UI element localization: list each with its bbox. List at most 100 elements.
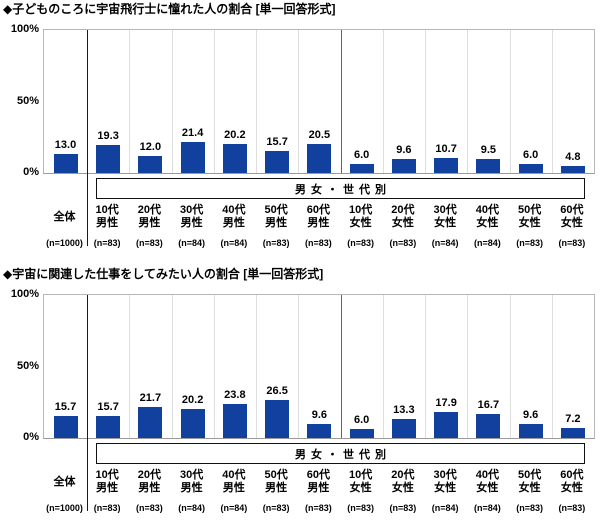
sample-size-label: (n=83) bbox=[558, 238, 586, 248]
category: 10代 女性 (n=83) bbox=[340, 203, 382, 248]
category-labels-row: 全体 (n=1000) 10代 男性 (n=83) 20代 男性 (n=83) 30代 男性 (n=… bbox=[43, 468, 593, 523]
chart-admired-astronaut-as-child: ◆子どものころに宇宙飛行士に憧れた人の割合 [単一回答形式] 100% 50% … bbox=[0, 2, 600, 260]
y-axis-label-100: 100% bbox=[10, 23, 39, 35]
category-label: 20代 男性 bbox=[137, 204, 161, 229]
category-label: 10代 女性 bbox=[349, 204, 373, 229]
bar-40代男性 bbox=[222, 404, 247, 438]
category-label: 40代 女性 bbox=[475, 469, 499, 494]
category-label: 60代 男性 bbox=[306, 469, 330, 494]
bar-value-label: 20.2 bbox=[224, 129, 246, 142]
sample-size-label: (n=83) bbox=[347, 503, 374, 513]
bar-value-label: 21.4 bbox=[181, 127, 204, 140]
sample-size-label: (n=83) bbox=[304, 238, 332, 248]
y-axis-label-0: 0% bbox=[23, 431, 39, 443]
category: 20代 女性 (n=83) bbox=[382, 203, 424, 248]
sample-size-label: (n=83) bbox=[347, 238, 374, 248]
chart-title: ◆宇宙に関連した仕事をしてみたい人の割合 [単一回答形式] bbox=[3, 267, 324, 281]
bar-value-label: 23.8 bbox=[224, 389, 246, 401]
column-gridline bbox=[129, 295, 131, 438]
bar-60代男性 bbox=[307, 424, 332, 438]
bar-value-label: 15.7 bbox=[266, 135, 288, 148]
sample-size-label: (n=83) bbox=[93, 503, 121, 513]
bar-10代女性 bbox=[349, 164, 374, 173]
chart-want-space-related-job: ◆宇宙に関連した仕事をしてみたい人の割合 [単一回答形式] 100% 50% 0… bbox=[0, 267, 600, 525]
column-gridline bbox=[298, 295, 300, 438]
bar-30代男性 bbox=[180, 409, 205, 438]
bar-value-label: 7.2 bbox=[565, 412, 581, 425]
category: 40代 女性 (n=84) bbox=[466, 203, 508, 248]
sample-size-label: (n=83) bbox=[389, 503, 417, 513]
category-label: 全体 bbox=[53, 475, 76, 488]
group-box: 男女・世代別 bbox=[96, 443, 585, 464]
plot-area: 15.7 15.7 21.7 20.2 23.8 26.5 9.6 6.0 13.3 17.9 16… bbox=[43, 294, 595, 511]
y-axis-label-50: 50% bbox=[16, 360, 39, 372]
overall-separator-line bbox=[87, 295, 88, 511]
bar-value-label: 9.6 bbox=[396, 144, 412, 157]
category-label: 20代 女性 bbox=[391, 204, 415, 229]
category: 30代 男性 (n=84) bbox=[171, 203, 213, 248]
group-box: 男女・世代別 bbox=[96, 178, 585, 199]
y-axis-label-0: 0% bbox=[23, 166, 39, 178]
sample-size-label: (n=83) bbox=[262, 238, 290, 248]
category-label: 10代 女性 bbox=[349, 469, 373, 494]
category: 60代 女性 (n=83) bbox=[551, 203, 593, 248]
bar-value-label: 17.9 bbox=[435, 397, 457, 410]
sample-size-label: (n=84) bbox=[431, 238, 459, 248]
category: 60代 男性 (n=83) bbox=[297, 468, 339, 513]
column-gridline bbox=[551, 30, 553, 173]
sample-size-label: (n=83) bbox=[516, 503, 543, 513]
category: 50代 女性 (n=83) bbox=[509, 468, 551, 513]
category: 40代 男性 (n=84) bbox=[213, 468, 255, 513]
category-label: 20代 男性 bbox=[137, 469, 161, 494]
bar-value-label: 26.5 bbox=[266, 385, 288, 398]
bar-value-label: 13.3 bbox=[393, 404, 415, 416]
bar-value-label: 6.0 bbox=[353, 149, 370, 162]
category: 20代 女性 (n=83) bbox=[382, 468, 424, 513]
category: 20代 男性 (n=83) bbox=[128, 203, 170, 248]
y-axis-label-100: 100% bbox=[10, 288, 39, 300]
sample-size-label: (n=83) bbox=[135, 238, 163, 248]
column-gridline bbox=[213, 295, 215, 438]
category-label: 60代 男性 bbox=[306, 204, 330, 229]
column-gridline bbox=[551, 295, 553, 438]
bar-30代女性 bbox=[434, 412, 459, 438]
category: 30代 男性 (n=84) bbox=[171, 468, 213, 513]
category: 60代 女性 (n=83) bbox=[551, 468, 593, 513]
category-labels-row: 全体 (n=1000) 10代 男性 (n=83) 20代 男性 (n=83) 30代 男性 (n=… bbox=[43, 203, 593, 258]
chart-title: ◆子どものころに宇宙飛行士に憧れた人の割合 [単一回答形式] bbox=[3, 2, 336, 16]
plot-area: 13.0 19.3 12.0 21.4 20.2 15.7 20.5 6.0 9.6 10.7 9.… bbox=[43, 29, 595, 246]
overall-separator-line bbox=[87, 30, 88, 246]
sample-size-label: (n=84) bbox=[178, 503, 205, 513]
sample-size-label: (n=84) bbox=[220, 503, 248, 513]
bar-value-label: 12.0 bbox=[139, 140, 162, 153]
group-label: 男女・世代別 bbox=[295, 448, 391, 461]
bar-50代女性 bbox=[518, 164, 543, 173]
category-label: 10代 男性 bbox=[95, 204, 119, 229]
y-axis-label-50: 50% bbox=[16, 95, 39, 107]
column-gridline bbox=[509, 295, 511, 438]
bar-全体 bbox=[53, 154, 78, 173]
bar-value-label: 13.0 bbox=[54, 139, 77, 152]
male-female-separator-line bbox=[340, 30, 342, 173]
column-gridline bbox=[256, 295, 257, 438]
group-label: 男女・世代別 bbox=[295, 183, 391, 196]
column-gridline bbox=[171, 295, 173, 438]
bar-10代男性 bbox=[96, 145, 121, 173]
category-label: 30代 男性 bbox=[180, 469, 204, 494]
category-label: 30代 女性 bbox=[433, 204, 457, 229]
category: 10代 男性 (n=83) bbox=[86, 203, 128, 248]
column-gridline bbox=[298, 30, 300, 173]
bar-40代女性 bbox=[476, 159, 501, 173]
category-label: 60代 女性 bbox=[560, 204, 584, 229]
category: 10代 男性 (n=83) bbox=[86, 468, 128, 513]
column-gridline bbox=[256, 30, 257, 173]
bar-value-label: 15.7 bbox=[54, 400, 77, 413]
sample-size-label: (n=1000) bbox=[46, 503, 83, 513]
bar-10代男性 bbox=[96, 415, 121, 438]
column-gridline bbox=[382, 295, 384, 438]
category: 20代 男性 (n=83) bbox=[128, 468, 170, 513]
category-label: 40代 女性 bbox=[475, 204, 499, 229]
category: 40代 男性 (n=84) bbox=[213, 203, 255, 248]
male-female-separator-line bbox=[340, 295, 342, 438]
